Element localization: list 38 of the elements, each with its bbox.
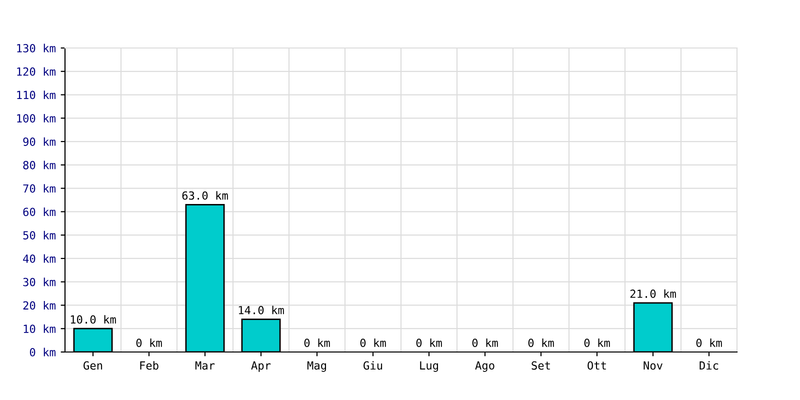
x-tick-label: Set bbox=[532, 361, 550, 370]
data-label: 0 km bbox=[416, 338, 442, 348]
data-label: 0 km bbox=[360, 338, 386, 348]
x-tick-label: Mag bbox=[307, 361, 326, 372]
x-tick-label: Feb bbox=[140, 361, 158, 370]
x-tick-label: Giu bbox=[364, 361, 382, 370]
data-label: 14.0 km bbox=[238, 306, 284, 314]
y-tick-label: 130 km bbox=[17, 44, 56, 52]
y-tick-label: 20 km bbox=[23, 301, 56, 310]
y-tick-label: 50 km bbox=[23, 230, 56, 240]
y-tick-label: 30 km bbox=[23, 278, 56, 286]
x-tick-label: Apr bbox=[251, 361, 271, 372]
data-label: 0 km bbox=[304, 338, 330, 348]
x-tick-label: Ago bbox=[475, 361, 494, 372]
data-label: 0 km bbox=[584, 338, 610, 348]
data-label: 0 km bbox=[696, 338, 722, 348]
y-tick-label: 40 km bbox=[23, 254, 56, 263]
x-tick-label: Mar bbox=[195, 361, 215, 370]
x-tick-label: Ott bbox=[588, 361, 606, 370]
data-label: 0 km bbox=[528, 338, 554, 348]
y-tick-label: 10 km bbox=[24, 324, 56, 334]
x-tick-label: Lug bbox=[420, 361, 438, 372]
y-tick-label: 0 km bbox=[30, 348, 56, 356]
x-tick-label: Dic bbox=[700, 361, 718, 370]
data-label: 0 km bbox=[472, 338, 498, 348]
y-tick-label: 100 km bbox=[17, 114, 56, 123]
y-tick-label: 70 km bbox=[23, 184, 56, 193]
y-tick-label: 90 km bbox=[23, 137, 56, 146]
y-tick-label: 120 km bbox=[17, 67, 56, 76]
y-tick-label: 110 km bbox=[17, 90, 56, 100]
y-tick-label: 80 km bbox=[23, 160, 56, 170]
x-tick-label: Nov bbox=[644, 361, 662, 370]
data-label: 63.0 km bbox=[182, 191, 228, 200]
x-tick-label: Gen bbox=[84, 361, 102, 370]
y-tick-label: 60 km bbox=[23, 208, 56, 216]
data-label: 21.0 km bbox=[630, 289, 676, 298]
data-label: 10.0 km bbox=[70, 315, 116, 324]
data-label: 0 km bbox=[136, 338, 162, 348]
